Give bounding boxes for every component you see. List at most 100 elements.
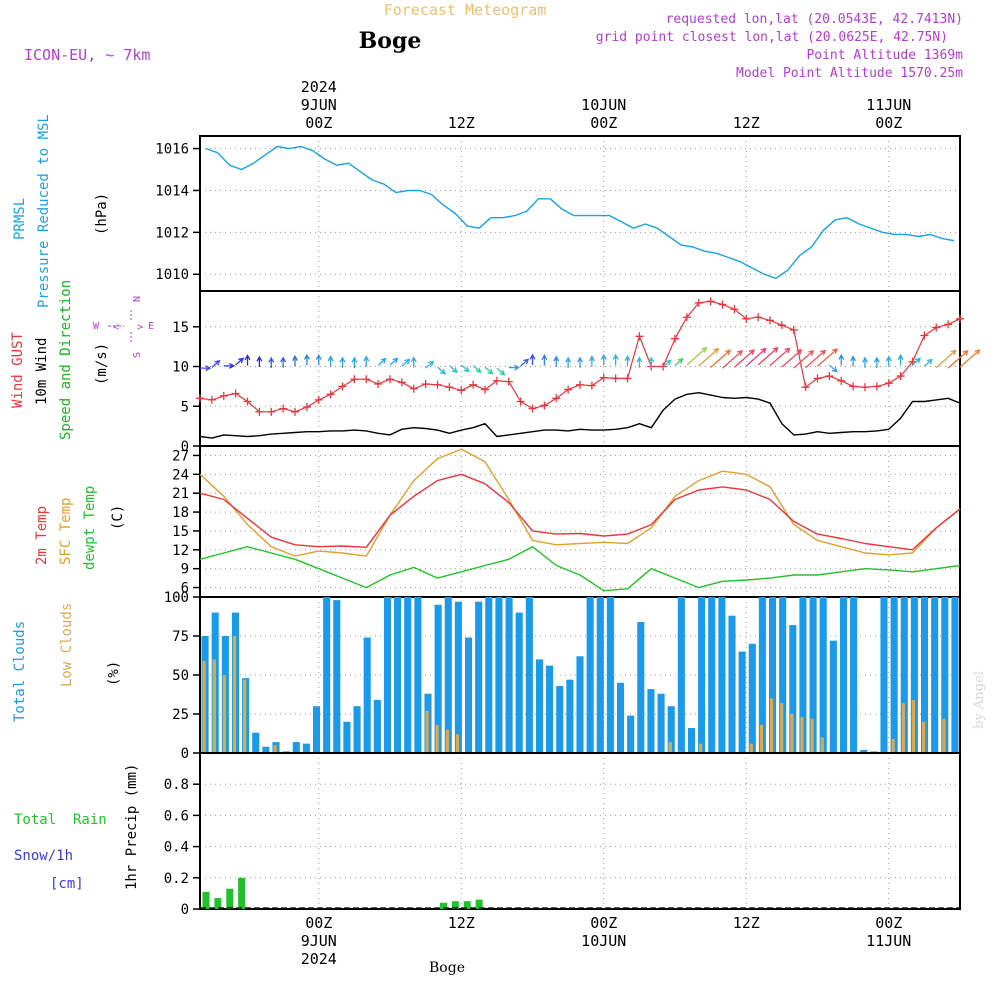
wind-arrow <box>401 358 411 367</box>
wind-arrow <box>781 348 803 368</box>
wind-arrow <box>256 355 263 367</box>
rain-bar <box>440 902 447 909</box>
low-cloud-bar <box>243 679 247 753</box>
gust-marker <box>279 404 288 413</box>
time-label-top: 11JUN <box>866 96 911 114</box>
total-cloud-bar <box>505 597 513 753</box>
wind-arrow <box>437 366 447 375</box>
total-cloud-bar <box>383 597 392 753</box>
gust-marker <box>742 314 751 323</box>
wind-arrow <box>520 358 530 367</box>
gust-marker <box>326 390 335 399</box>
wind-arrow <box>600 353 607 366</box>
wind-ytick-label: 0 <box>181 439 189 455</box>
precip-legend-rain: Total Rain <box>14 812 107 828</box>
time-label-bottom: 10JUN <box>581 932 626 950</box>
temperature-ytick-label: 24 <box>172 467 189 483</box>
total-cloud-bar <box>900 597 908 753</box>
total-cloud-bar <box>748 643 756 753</box>
time-label-top: 00Z <box>305 114 332 132</box>
temperature-ytick-label: 21 <box>172 486 189 502</box>
total-cloud-bar <box>373 699 381 753</box>
total-cloud-bar <box>515 612 523 753</box>
total-cloud-bar <box>789 625 797 753</box>
gust-marker <box>196 394 204 403</box>
grid-point: grid point closest lon,lat (20.0625E, 42… <box>596 30 948 45</box>
wind-arrow <box>553 355 560 367</box>
gust-marker <box>231 389 240 398</box>
pressure-legend: PRMSL Pressure Reduced to MSL (hPa) <box>12 114 110 308</box>
low-cloud-bar <box>820 737 824 753</box>
wind-arrow <box>496 367 506 376</box>
wind-arrow <box>425 360 435 369</box>
gust-marker <box>730 305 739 314</box>
wind-arrow <box>624 354 631 367</box>
precip-ytick-label: 0.6 <box>164 808 189 824</box>
gust-marker <box>528 404 537 413</box>
gust-marker <box>789 325 798 334</box>
gust-marker <box>718 300 727 309</box>
wind-arrow <box>460 364 470 373</box>
total-cloud-bar <box>951 597 959 753</box>
temp-unit: (C) <box>110 505 126 530</box>
wind-arrow <box>410 356 417 368</box>
wind-arrow <box>897 353 904 366</box>
total-cloud-bar <box>667 706 675 753</box>
clouds-legend-low: Low Clouds <box>59 603 75 687</box>
gust-marker <box>397 378 406 387</box>
wind-arrow <box>923 358 933 367</box>
precip-legend: Total Rain Snow/1h [cm] 1hr Precip (mm) <box>14 764 140 892</box>
wind-arrow <box>588 355 595 367</box>
gust-marker <box>682 313 691 322</box>
clouds-legend: Total Clouds Low Clouds (%) <box>12 603 122 722</box>
wind-legend-10m: 10m Wind <box>34 338 50 405</box>
wind-arrow <box>339 356 346 368</box>
gust-marker <box>267 407 276 416</box>
temperature-ytick-label: 18 <box>172 505 189 521</box>
total-cloud-bar <box>880 597 888 753</box>
gust-marker <box>362 375 371 384</box>
temp-2m-line <box>199 473 961 551</box>
gust-marker <box>219 391 228 400</box>
wind-arrow <box>292 354 298 367</box>
wind-ytick-label: 15 <box>172 320 189 336</box>
svg-text:S: S <box>132 352 143 358</box>
total-cloud-bar <box>535 659 544 753</box>
wind-legend-direction: Speed and Direction <box>58 280 74 440</box>
total-cloud-bar <box>454 601 462 753</box>
gust-marker <box>409 384 418 393</box>
pressure-ytick-label: 1012 <box>155 225 189 241</box>
gust-marker <box>457 386 466 395</box>
wind-arrow <box>200 365 212 372</box>
total-cloud-bar <box>444 597 452 753</box>
time-label-bottom: 00Z <box>590 914 617 932</box>
total-cloud-bar <box>687 728 696 753</box>
gust-marker <box>516 397 525 406</box>
total-cloud-bar <box>566 679 574 753</box>
gust-marker <box>314 395 323 404</box>
clouds-ytick-label: 0 <box>181 746 189 762</box>
clouds-unit: (%) <box>106 661 122 686</box>
temp-legend-2m: 2m Temp <box>34 506 50 565</box>
requested-point: requested lon,lat (20.0543E, 42.7413N) <box>666 12 963 27</box>
wind-arrow <box>448 365 458 374</box>
low-cloud-bar <box>202 660 206 753</box>
gust-marker <box>706 297 715 306</box>
total-cloud-bar <box>302 743 310 753</box>
temperature-ytick-label: 15 <box>172 524 189 540</box>
total-cloud-bar <box>728 615 736 753</box>
wind-arrow <box>674 357 684 366</box>
rain-bar <box>451 901 459 909</box>
low-cloud-bar <box>780 703 784 753</box>
total-cloud-bar <box>647 689 655 753</box>
rain-bar <box>238 877 246 909</box>
clouds-ytick-label: 75 <box>172 629 189 645</box>
rain-bar <box>202 891 210 909</box>
wind-arrow <box>757 346 779 366</box>
pressure-ytick-label: 1010 <box>155 267 189 283</box>
wind-speed-line <box>199 392 961 439</box>
temp-legend-dewpt: dewpt Temp <box>82 486 98 570</box>
temperature-legend: 2m Temp SFC Temp dewpt Temp (C) <box>34 486 126 570</box>
wind-arrow <box>838 353 845 366</box>
